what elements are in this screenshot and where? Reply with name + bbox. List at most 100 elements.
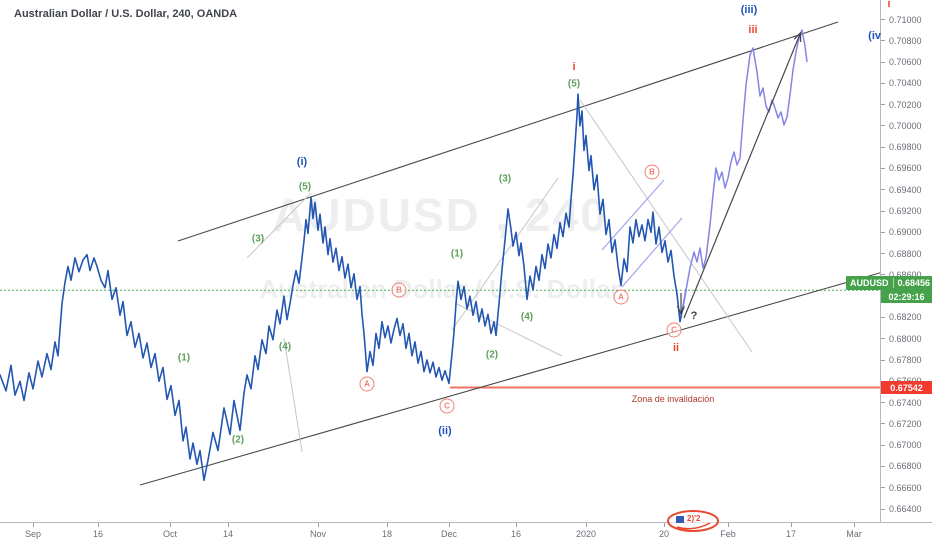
wave-label-ii[interactable]: (ii) xyxy=(438,425,452,437)
forecast-arrow[interactable] xyxy=(683,34,800,319)
price-tick-label: 0.71000 xyxy=(889,14,922,25)
wave-guide-line[interactable] xyxy=(451,177,559,331)
wave-label-2[interactable]: (2) xyxy=(485,349,499,361)
minor-channel-line[interactable] xyxy=(621,217,683,288)
time-tick-mark xyxy=(228,523,229,527)
time-tick-mark xyxy=(170,523,171,527)
watermark-name: Australian Dollar / U.S. Dollar xyxy=(259,274,621,304)
wave-label-circled-a[interactable]: A xyxy=(613,289,629,305)
time-tick-label: Feb xyxy=(720,529,736,539)
time-tick-mark xyxy=(586,523,587,527)
price-tick-mark xyxy=(881,444,885,446)
price-tick-label: 0.70600 xyxy=(889,57,922,68)
price-tick-mark xyxy=(881,231,885,233)
wave-label-2[interactable]: (2) xyxy=(231,434,245,446)
time-tick-mark xyxy=(854,523,855,527)
wave-guide-line[interactable] xyxy=(283,337,303,453)
wave-label-1[interactable]: (1) xyxy=(450,248,464,260)
stamp-text: 2)'2 xyxy=(687,514,701,523)
price-tick-mark xyxy=(881,316,885,318)
price-tick-mark xyxy=(881,487,885,489)
time-tick-label: 14 xyxy=(222,529,234,539)
wave-label-i[interactable]: i xyxy=(572,61,576,73)
price-tick-label: 0.69200 xyxy=(889,206,922,217)
time-tick-label: Oct xyxy=(162,529,178,539)
minor-channel-line[interactable] xyxy=(601,179,665,251)
price-axis[interactable]: 0.71000 0.70800 0.70600 0.70400 0.70200 0.700… xyxy=(880,0,932,550)
wave-label-i[interactable]: (i) xyxy=(296,156,308,168)
price-tick-label: 0.66400 xyxy=(889,504,922,514)
price-tick-label: 0.69400 xyxy=(889,184,922,195)
wave-guide-line[interactable] xyxy=(454,302,563,357)
price-tick-mark xyxy=(881,189,885,191)
price-tick-label: 0.66600 xyxy=(889,482,922,493)
price-tick-mark xyxy=(881,423,885,425)
current-price-badge[interactable]: AUDUSD 0.68456 xyxy=(846,276,932,290)
badge-price-value: 0.68456 xyxy=(897,278,931,288)
wave-guide-line[interactable] xyxy=(246,192,312,259)
wave-label-iii[interactable]: iii xyxy=(748,24,758,36)
forecast-projection-line[interactable] xyxy=(682,29,808,309)
invalidation-price-badge[interactable]: 0.67542 xyxy=(881,381,932,394)
wave-label-4[interactable]: (4) xyxy=(278,341,292,353)
wave-label-5[interactable]: (5) xyxy=(567,78,581,90)
wave-label-iv[interactable]: (iv xyxy=(868,30,881,42)
price-tick-mark xyxy=(881,338,885,340)
price-tick-mark xyxy=(881,402,885,404)
bar-countdown-badge: 02:29:16 xyxy=(881,290,932,303)
price-tick-label: 0.68800 xyxy=(889,248,922,259)
wave-label-1[interactable]: (1) xyxy=(177,352,191,364)
watermark-symbol: AUDUSD , 240 xyxy=(272,189,608,241)
time-tick-label: Nov xyxy=(309,529,327,539)
stamp-flag-icon xyxy=(676,516,684,523)
wave-label-circled-b[interactable]: B xyxy=(391,282,407,298)
time-tick-mark xyxy=(728,523,729,527)
publisher-stamp-logo: 2)'2 xyxy=(667,510,719,532)
time-tick-label: 18 xyxy=(381,529,393,539)
time-axis[interactable]: Sep 16 Oct 14 Nov 18 Dec 16 2020 20 Feb 17 Mar xyxy=(0,522,932,550)
price-tick-mark xyxy=(881,61,885,63)
wave-label-circled-c[interactable]: C xyxy=(439,398,455,414)
price-tick-mark xyxy=(881,508,885,510)
price-tick-label: 0.67800 xyxy=(889,355,922,366)
price-tick-mark xyxy=(881,274,885,276)
time-tick-mark xyxy=(33,523,34,527)
price-tick-label: 0.69000 xyxy=(889,227,922,238)
price-tick-label: 0.70000 xyxy=(889,120,922,131)
wave-label-5[interactable]: (5) xyxy=(298,181,312,193)
wave-label-circled-a[interactable]: A xyxy=(359,376,375,392)
wave-label-3[interactable]: (3) xyxy=(498,173,512,185)
time-tick-label: 20 xyxy=(658,529,670,539)
wave-label-i[interactable]: i xyxy=(887,0,891,10)
wave-label-circled-b[interactable]: B xyxy=(644,164,660,180)
wave-guide-line[interactable] xyxy=(579,99,753,353)
wave-label-iii[interactable]: (iii) xyxy=(740,4,758,16)
price-tick-mark xyxy=(881,40,885,42)
price-tick-mark xyxy=(881,465,885,467)
stamp-swoosh xyxy=(676,522,711,530)
wave-label-[interactable]: ? xyxy=(690,310,698,322)
price-tick-label: 0.70400 xyxy=(889,78,922,89)
time-tick-mark xyxy=(318,523,319,527)
price-tick-mark xyxy=(881,104,885,106)
price-tick-label: 0.69600 xyxy=(889,163,922,174)
trend-channel-line[interactable] xyxy=(139,271,884,486)
price-tick-mark xyxy=(881,125,885,127)
symbol-title[interactable]: Australian Dollar / U.S. Dollar, 240, OA… xyxy=(14,8,238,20)
wave-label-circled-c[interactable]: C xyxy=(666,322,682,338)
time-tick-mark xyxy=(664,523,665,527)
trend-channel-line[interactable] xyxy=(177,21,839,242)
wave-label-ii[interactable]: ii xyxy=(672,342,680,354)
wave-label-4[interactable]: (4) xyxy=(520,311,534,323)
price-tick-mark xyxy=(881,146,885,148)
time-tick-label: 2020 xyxy=(575,529,597,539)
price-tick-label: 0.67200 xyxy=(889,418,922,429)
time-tick-label: 17 xyxy=(785,529,797,539)
price-tick-label: 0.70200 xyxy=(889,99,922,110)
time-tick-mark xyxy=(98,523,99,527)
wave-label-3[interactable]: (3) xyxy=(251,233,265,245)
price-tick-mark xyxy=(881,167,885,169)
price-tick-label: 0.69800 xyxy=(889,142,922,153)
